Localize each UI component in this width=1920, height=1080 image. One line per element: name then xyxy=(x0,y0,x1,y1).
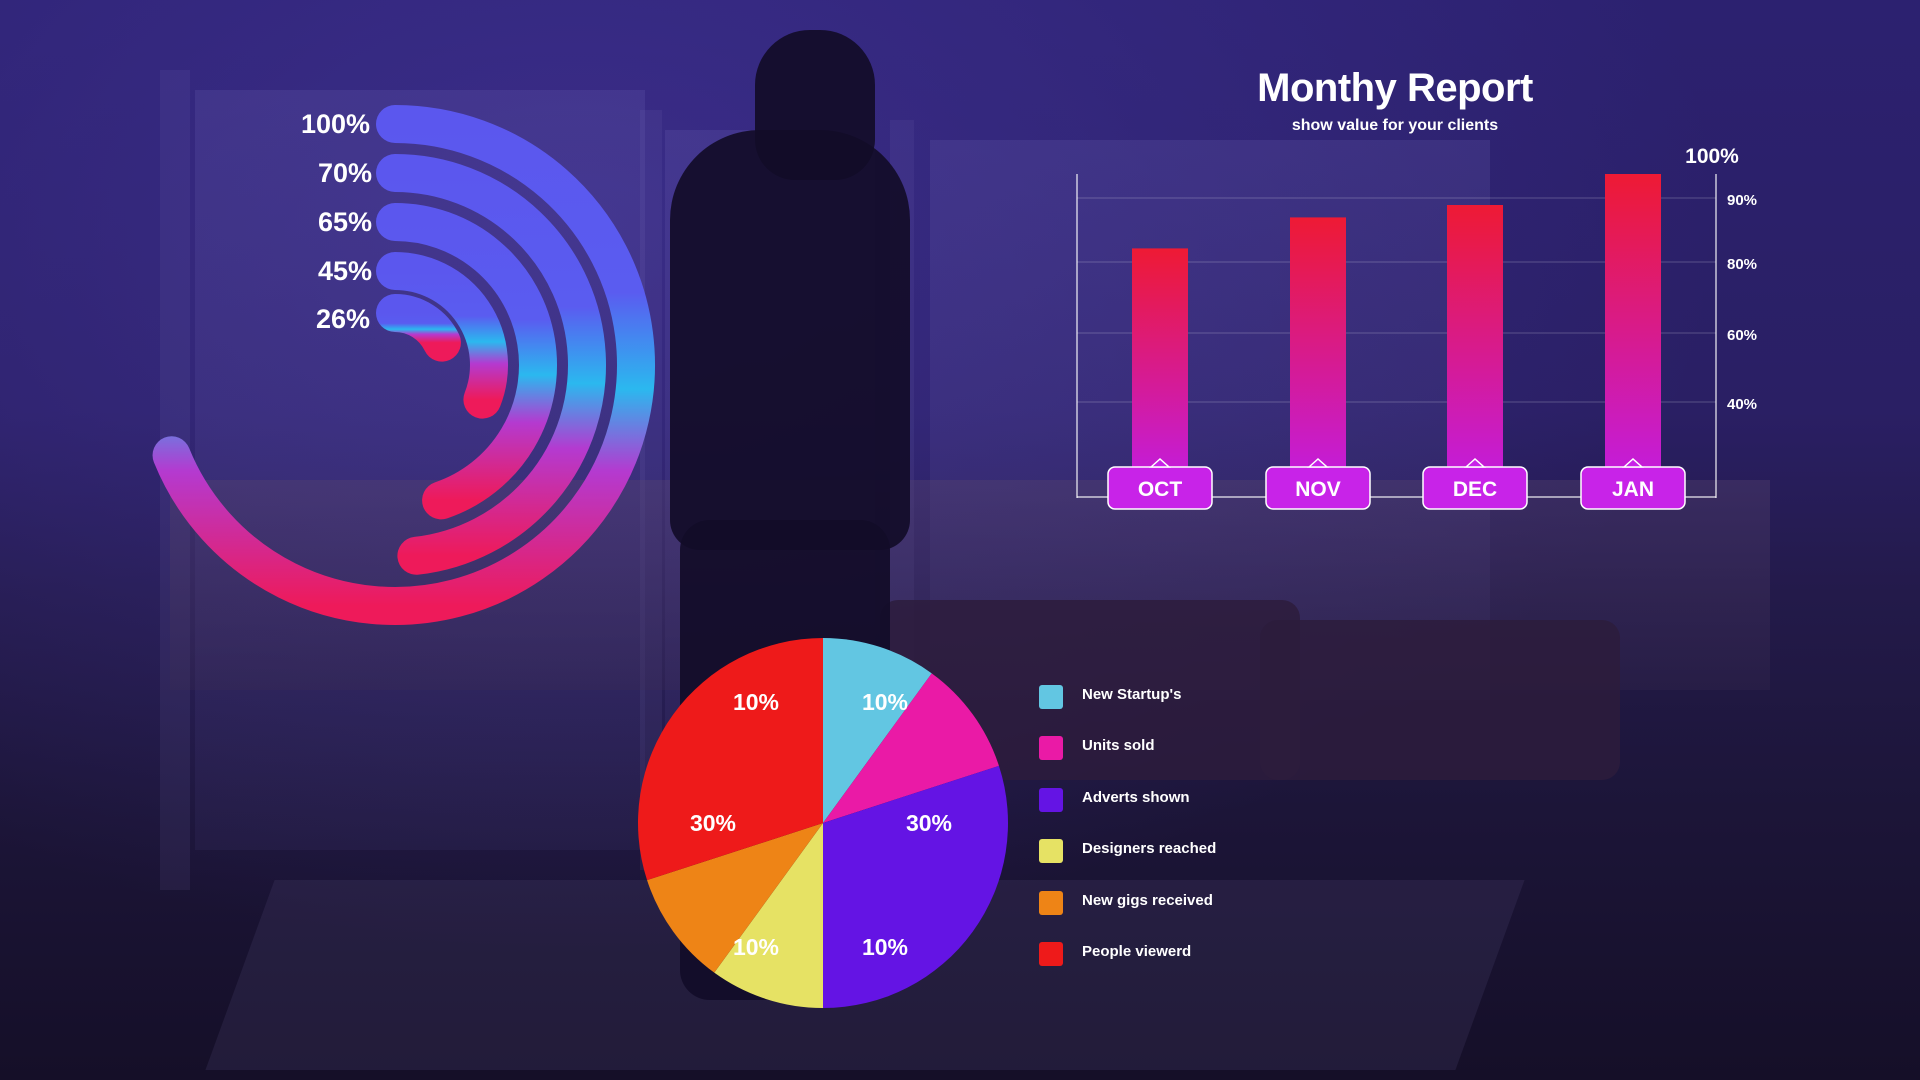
legend-label: New gigs received xyxy=(1082,892,1213,909)
legend-label: Designers reached xyxy=(1082,840,1217,857)
bar-dec xyxy=(1447,205,1503,484)
radial-bar-chart: 100% 70% 65% 45% 26% xyxy=(152,105,655,625)
legend-swatch-people-viewerd xyxy=(1039,942,1063,966)
y-tick-label: 90% xyxy=(1727,192,1757,209)
radial-label: 65% xyxy=(318,207,372,237)
bar-jan xyxy=(1605,174,1661,484)
report-title: Monthy Report xyxy=(1257,66,1533,110)
bar-chart: OCT NOV DEC JAN 100% 90% 80% 60% 40% xyxy=(1076,145,1757,510)
pie-chart: 10% 10% 30% 10% 10% 30% xyxy=(638,638,1008,1008)
person-torso xyxy=(670,130,910,550)
radial-arc-100 xyxy=(152,105,655,625)
y-tick-label: 60% xyxy=(1727,327,1757,344)
legend-label: Units sold xyxy=(1082,737,1155,754)
sofa-shape xyxy=(1260,620,1620,780)
pie-slice-designers-reached xyxy=(714,823,823,1008)
legend-label: New Startup's xyxy=(1082,686,1182,703)
pie-slice-adverts-shown xyxy=(823,765,1008,1008)
tick-label-nov: NOV xyxy=(1295,478,1341,501)
month-tag-jan: JAN xyxy=(1580,457,1686,510)
radial-label: 26% xyxy=(316,304,370,334)
month-tag-dec: DEC xyxy=(1422,457,1528,510)
radial-label: 100% xyxy=(301,109,370,139)
y-tick-label: 100% xyxy=(1685,145,1739,168)
pie-data-label: 10% xyxy=(862,689,908,715)
month-tag-oct: OCT xyxy=(1107,457,1213,510)
month-tag-nov: NOV xyxy=(1265,457,1371,510)
radial-label: 45% xyxy=(318,256,372,286)
radial-label: 70% xyxy=(318,158,372,188)
y-tick-label: 80% xyxy=(1727,256,1757,273)
legend-label: People viewerd xyxy=(1082,943,1192,960)
pie-slice-new-startups xyxy=(823,638,932,823)
legend-label: Adverts shown xyxy=(1082,789,1190,806)
radial-arc-65 xyxy=(376,203,557,520)
pie-data-label: 10% xyxy=(733,934,779,960)
legend-swatch-adverts-shown xyxy=(1039,788,1063,812)
pie-data-label: 30% xyxy=(906,810,952,836)
report-subtitle: show value for your clients xyxy=(1291,117,1499,134)
radial-arc-26 xyxy=(376,294,461,362)
legend-swatch-new-gigs-received xyxy=(1039,891,1063,915)
legend-swatch-designers-reached xyxy=(1039,839,1063,863)
legend-swatch-new-startups xyxy=(1039,685,1063,709)
tick-label-oct: OCT xyxy=(1138,478,1183,501)
legend-swatch-units-sold xyxy=(1039,736,1063,760)
pie-data-label: 10% xyxy=(733,689,779,715)
tick-label-dec: DEC xyxy=(1453,478,1497,501)
bar-oct xyxy=(1132,248,1188,484)
radial-arc-70 xyxy=(376,154,606,575)
pie-data-label: 10% xyxy=(862,934,908,960)
y-tick-label: 40% xyxy=(1727,396,1757,413)
bar-nov xyxy=(1290,217,1346,484)
radial-arc-45 xyxy=(376,252,508,419)
pie-slice-new-gigs-received xyxy=(647,823,823,973)
pie-data-label: 30% xyxy=(690,810,736,836)
pie-slice-units-sold xyxy=(823,673,999,823)
pie-slice-people-viewerd xyxy=(638,638,823,881)
tick-label-jan: JAN xyxy=(1612,478,1654,501)
